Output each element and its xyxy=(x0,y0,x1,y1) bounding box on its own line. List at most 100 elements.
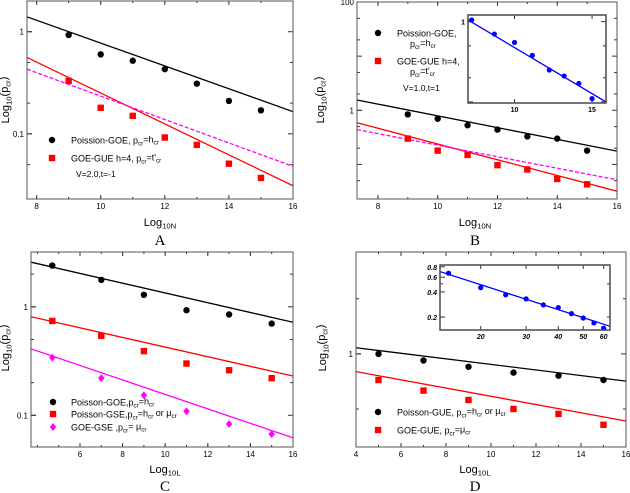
x-tick-label: 8 xyxy=(444,450,449,459)
data-point xyxy=(161,134,169,141)
series xyxy=(375,376,607,428)
fit-line xyxy=(357,128,617,181)
data-point xyxy=(98,276,105,284)
x-tick-label: 15 xyxy=(588,107,596,114)
data-point xyxy=(49,353,56,362)
plot-frame xyxy=(467,14,607,104)
y-tick-label: 1 xyxy=(349,350,354,359)
data-point xyxy=(183,307,190,314)
data-point xyxy=(434,115,441,122)
data-point xyxy=(434,147,441,154)
data-point xyxy=(257,107,265,114)
x-tick-label: 14 xyxy=(553,202,562,211)
y-tick-label: 0.4 xyxy=(427,290,437,297)
data-point xyxy=(140,347,148,355)
data-point xyxy=(140,291,148,299)
fit-line xyxy=(31,348,293,439)
data-point xyxy=(49,262,56,269)
fit-line xyxy=(27,68,293,167)
panel-D: 4 6 8 10 12 14 16 1 Log10(pcr) Log10L D Poisson-GUE… xyxy=(315,251,630,493)
legend-label: GOE-GUE h=4, pcr=t'cr xyxy=(71,153,161,166)
x-tick-label: 10 xyxy=(433,202,442,211)
panel-label: C xyxy=(160,479,170,493)
data-point xyxy=(445,270,452,276)
fit-line xyxy=(356,347,626,382)
fit-line xyxy=(356,370,626,422)
data-point xyxy=(510,405,517,413)
data-point xyxy=(49,317,56,325)
x-tick-label: 20 xyxy=(476,334,485,341)
series xyxy=(404,111,591,154)
y-tick-label: 1 xyxy=(24,303,29,312)
data-point xyxy=(49,398,57,406)
panel-B: 8 10 12 14 16 100 1 Log10(pcr) Log10N B Poission-G… xyxy=(313,0,622,249)
x-tick-label: 12 xyxy=(493,202,502,211)
series xyxy=(469,17,595,102)
x-tick-label: 6 xyxy=(78,450,83,459)
data-point xyxy=(583,181,591,188)
legend-label: Poisson-GSE,pcr=hcr or μcr xyxy=(71,408,177,422)
series xyxy=(375,350,607,384)
plot-frame xyxy=(26,0,294,200)
legend-label: Poisson-GUE, pcr=hcr or μcr xyxy=(397,406,506,420)
legend-entry: Poisson-GSE,pcr=hcr or μcr xyxy=(49,408,177,422)
data-point xyxy=(491,31,497,37)
x-tick-label: 10 xyxy=(96,202,105,211)
x-tick-label: 16 xyxy=(622,450,630,459)
data-point xyxy=(161,65,169,73)
data-point xyxy=(268,374,275,382)
legend-label: GOE-GSE ,pcr= μcr xyxy=(71,422,146,435)
data-point xyxy=(554,135,561,142)
x-tick-label: 8 xyxy=(376,202,381,211)
legend-label: pcr=t'cr xyxy=(410,66,435,79)
data-point xyxy=(48,154,56,162)
data-point xyxy=(510,369,517,376)
data-point xyxy=(404,111,412,118)
data-point xyxy=(464,122,471,129)
x-axis-label: Log10N xyxy=(144,217,176,230)
x-tick-label: 40 xyxy=(553,334,562,341)
x-tick-label: 4 xyxy=(354,450,359,459)
legend-entry: GOE-GSE ,pcr= μcr xyxy=(49,422,146,435)
x-tick-label: 14 xyxy=(577,450,586,459)
x-tick-label: 12 xyxy=(160,202,169,211)
data-point xyxy=(554,175,561,183)
inset-D: 20 30 40 50 60 0.2 0.4 0.6 0.8 xyxy=(427,264,611,341)
legend-label: Poission-GOE, xyxy=(397,29,457,39)
plot-frame xyxy=(355,251,627,448)
y-tick-label: 1 xyxy=(350,106,355,115)
data-point xyxy=(374,29,382,37)
data-point xyxy=(469,17,475,23)
data-point xyxy=(97,104,104,111)
data-point xyxy=(546,67,552,73)
y-tick-label: 0.6 xyxy=(427,275,437,282)
fit-line xyxy=(357,122,617,192)
data-point xyxy=(183,407,190,416)
data-point xyxy=(555,372,562,379)
x-tick-label: 16 xyxy=(289,450,298,459)
x-tick-label: 10 xyxy=(487,450,496,459)
x-tick-label: 8 xyxy=(120,450,125,459)
data-point xyxy=(65,31,72,39)
data-point xyxy=(589,96,595,102)
data-point xyxy=(464,151,471,159)
data-point xyxy=(193,80,201,87)
y-axis-label: Log10(pcr) xyxy=(315,325,330,372)
legend-entry: Poission-GOE,pcr=hcr xyxy=(374,29,457,51)
y-axis-label: Log10(pcr) xyxy=(0,77,13,124)
data-point xyxy=(268,430,275,439)
x-tick-label: 14 xyxy=(246,450,255,459)
fit-line xyxy=(27,56,293,187)
data-point xyxy=(529,52,535,58)
legend-entry: Poisson-GOE,pcr=hcr xyxy=(49,397,154,409)
panel-C: 6 8 10 12 14 16 1 0.1 Log10(pcr) Log10L C Poisson-G… xyxy=(0,251,298,493)
x-axis-label: Log10N xyxy=(459,217,491,230)
data-point xyxy=(140,391,148,400)
data-point xyxy=(225,160,233,167)
y-tick-label: 0.1 xyxy=(13,130,25,139)
y-axis-label: Log10(pcr) xyxy=(313,77,328,124)
data-point xyxy=(524,166,531,173)
plot-frame xyxy=(439,264,611,331)
